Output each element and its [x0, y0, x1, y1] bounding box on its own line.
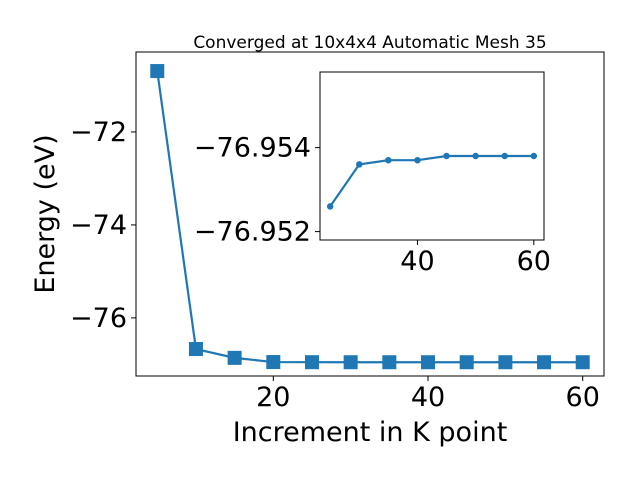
marker	[501, 152, 508, 160]
y-tick-label: −74	[70, 210, 127, 241]
line	[329, 154, 534, 208]
y-tick-label: −76.954	[194, 133, 311, 164]
chart-title: Converged at 10x4x4 Automatic Mesh 35	[193, 33, 546, 53]
x-axis-label: Increment in K point	[233, 417, 508, 448]
marker	[537, 355, 552, 370]
marker	[498, 355, 513, 370]
marker	[472, 152, 479, 160]
marker	[530, 152, 538, 160]
marker	[382, 355, 397, 370]
y-axis-label: Energy (eV)	[30, 134, 61, 293]
marker	[575, 355, 590, 370]
marker	[459, 355, 474, 370]
marker	[188, 342, 203, 357]
marker	[326, 203, 334, 210]
y-tick-label: −72	[70, 117, 127, 148]
x-tick-label: 40	[400, 246, 434, 277]
marker	[421, 355, 436, 370]
marker	[356, 161, 363, 168]
x-tick-label: 60	[566, 382, 600, 413]
marker	[385, 156, 392, 164]
x-tick-label: 60	[517, 246, 551, 277]
marker	[266, 355, 281, 370]
marker	[304, 355, 319, 370]
x-tick-label: 20	[256, 382, 290, 413]
x-tick-label: 40	[411, 382, 445, 413]
marker	[414, 156, 421, 164]
marker	[227, 350, 242, 365]
y-tick-label: −76	[70, 303, 127, 334]
marker	[343, 355, 358, 370]
marker	[443, 152, 450, 160]
marker	[150, 64, 165, 79]
y-tick-label: −76.952	[194, 217, 311, 248]
